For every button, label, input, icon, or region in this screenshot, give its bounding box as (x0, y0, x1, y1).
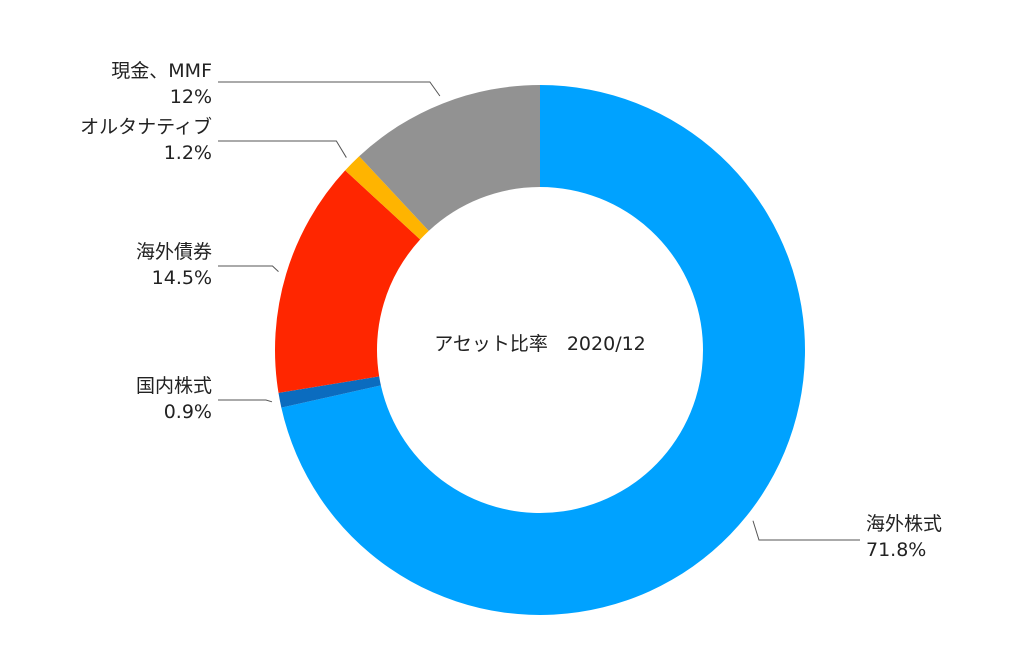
leader-line-1 (218, 399, 273, 403)
slice-labels-layer: 海外株式 71.8% 国内株式 0.9% 海外債券 14.5% オルタナティブ 1.2% 現金、… (80, 60, 942, 561)
slice-value-label-1: 0.9% (164, 401, 212, 423)
leader-line-0 (752, 520, 860, 541)
slice-value-label-3: 1.2% (164, 142, 212, 164)
center-label: アセット比率 2020/12 (434, 333, 646, 355)
slice-value-label-2: 14.5% (152, 267, 212, 289)
slice-4 (359, 85, 540, 231)
slice-name-label-4: 現金、MMF (111, 60, 212, 82)
slice-1 (278, 376, 381, 408)
slice-value-label-4: 12% (170, 86, 212, 108)
slice-3 (345, 156, 429, 240)
slice-0 (281, 85, 805, 615)
leader-line-4 (218, 81, 441, 97)
slice-2 (275, 170, 421, 393)
slice-name-label-0: 海外株式 (866, 513, 942, 535)
slice-name-label-1: 国内株式 (136, 375, 212, 397)
leader-lines-layer (218, 81, 860, 541)
leader-line-3 (218, 140, 347, 158)
slice-name-label-3: オルタナティブ (80, 115, 212, 138)
slice-value-label-0: 71.8% (866, 539, 926, 561)
leader-line-2 (218, 265, 279, 273)
slices-layer (275, 85, 805, 615)
slice-name-label-2: 海外債券 (136, 241, 212, 263)
